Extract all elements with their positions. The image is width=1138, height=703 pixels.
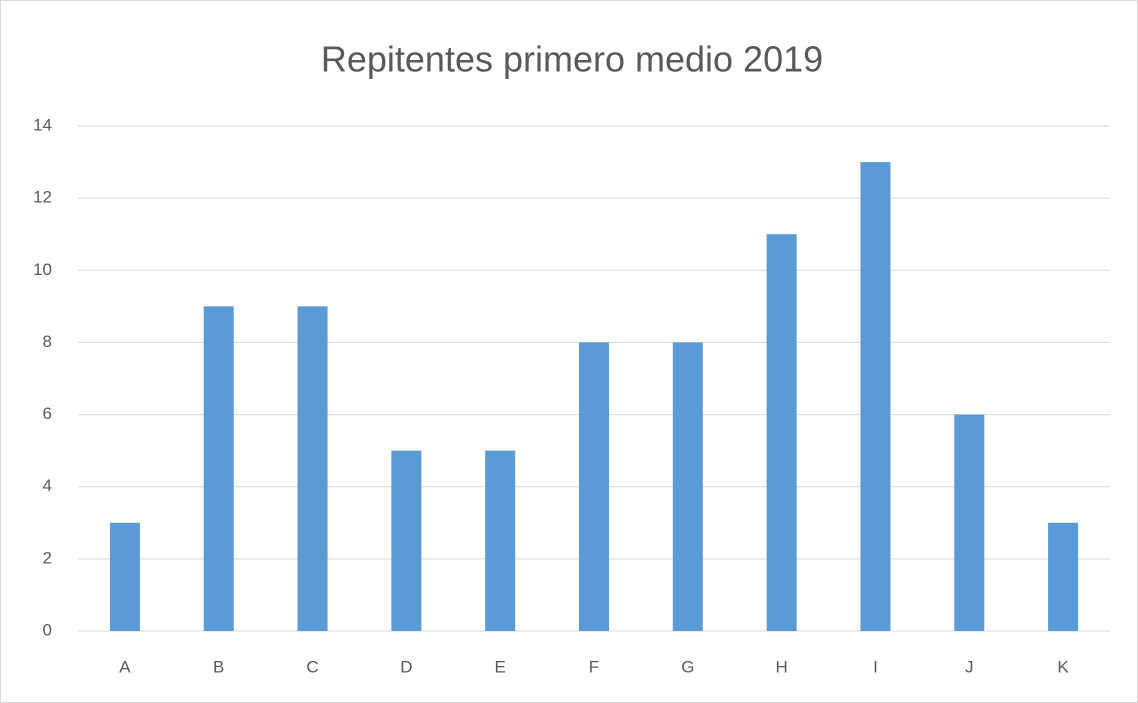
y-tick-label: 8 xyxy=(43,332,52,351)
chart-title: Repitentes primero medio 2019 xyxy=(321,39,823,80)
y-tick-label: 14 xyxy=(33,115,52,134)
y-tick-label: 10 xyxy=(33,260,52,279)
bar xyxy=(578,342,610,631)
y-tick-label: 12 xyxy=(33,188,52,207)
bar xyxy=(672,342,703,631)
bar xyxy=(485,450,516,631)
x-tick-label: K xyxy=(1057,657,1069,676)
bar xyxy=(109,522,140,631)
bar xyxy=(954,414,985,631)
bar xyxy=(203,306,234,631)
bar xyxy=(297,306,328,631)
bar xyxy=(1048,522,1079,631)
x-tick-label: G xyxy=(681,657,694,676)
x-tick-label: B xyxy=(213,657,224,676)
y-tick-label: 6 xyxy=(43,404,52,423)
x-tick-label: F xyxy=(589,657,599,676)
x-tick-label: C xyxy=(306,657,318,676)
x-tick-label: J xyxy=(965,657,974,676)
bar xyxy=(766,234,797,631)
bar xyxy=(391,450,422,631)
x-tick-label: A xyxy=(119,657,131,676)
bar xyxy=(860,162,891,632)
y-tick-label: 4 xyxy=(43,476,52,495)
x-tick-label: H xyxy=(775,657,787,676)
x-tick-label: I xyxy=(873,657,878,676)
y-tick-label: 0 xyxy=(43,620,52,639)
x-tick-label: D xyxy=(400,657,412,676)
x-tick-label: E xyxy=(495,657,506,676)
y-tick-label: 2 xyxy=(43,548,52,567)
